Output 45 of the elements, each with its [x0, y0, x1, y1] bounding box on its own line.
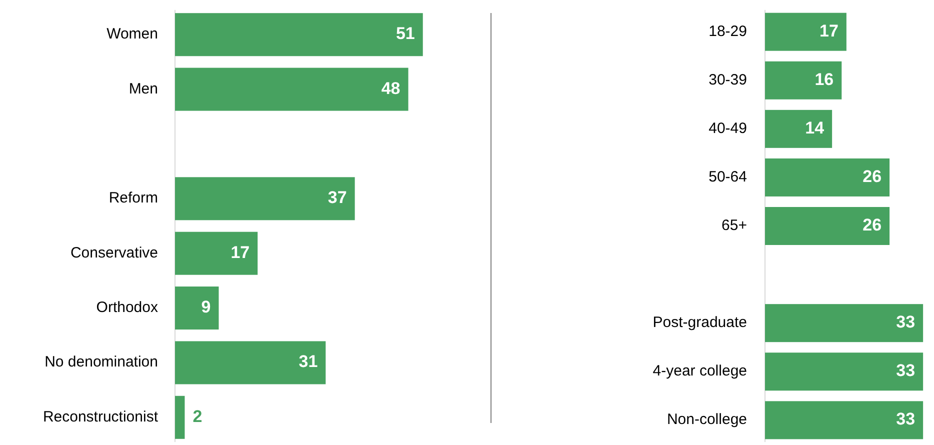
y-tick-label: Women	[106, 26, 158, 43]
bar	[765, 61, 842, 100]
y-tick-label: Men	[128, 80, 158, 98]
data-label: 33	[896, 410, 916, 429]
y-tick-label: Reconstructionist	[42, 408, 159, 426]
data-label: 17	[820, 21, 838, 40]
data-label: 37	[328, 188, 347, 208]
data-label: 2	[192, 406, 202, 426]
bar	[765, 304, 924, 342]
y-tick-label: Conservative	[70, 244, 158, 262]
data-label: 16	[814, 70, 834, 89]
bar	[175, 177, 355, 220]
bar	[175, 341, 326, 384]
y-tick-label: 30-39	[708, 71, 747, 88]
data-label: 26	[862, 215, 882, 234]
bar	[765, 12, 846, 51]
bar	[765, 207, 890, 245]
bar	[765, 158, 890, 196]
y-tick-label: No denomination	[44, 354, 158, 371]
y-tick-label: 40-49	[708, 120, 747, 137]
y-tick-label: 65+	[722, 216, 748, 234]
bar	[175, 68, 408, 111]
y-tick-label: Orthodox	[96, 298, 158, 316]
data-label: 33	[896, 361, 916, 380]
data-label: 17	[230, 242, 250, 262]
bar	[765, 110, 832, 148]
data-label: 26	[862, 166, 882, 186]
y-tick-label: Reform	[108, 190, 158, 207]
data-label: 31	[298, 352, 318, 372]
data-label: 51	[396, 24, 415, 44]
bar	[765, 401, 924, 440]
bar	[175, 286, 219, 330]
y-tick-label: 4-year college	[652, 362, 747, 380]
data-label: 9	[201, 298, 211, 317]
bar	[175, 396, 185, 439]
y-tick-label: 18-29	[708, 22, 747, 40]
bar	[175, 13, 423, 56]
data-label: 48	[381, 78, 400, 98]
y-tick-label: Non-college	[666, 411, 747, 428]
bar	[175, 232, 258, 275]
data-label: 33	[896, 312, 916, 332]
y-tick-label: Post-graduate	[652, 314, 747, 332]
data-label: 14	[805, 118, 825, 138]
bar	[765, 352, 924, 391]
y-tick-label: 50-64	[708, 168, 747, 186]
